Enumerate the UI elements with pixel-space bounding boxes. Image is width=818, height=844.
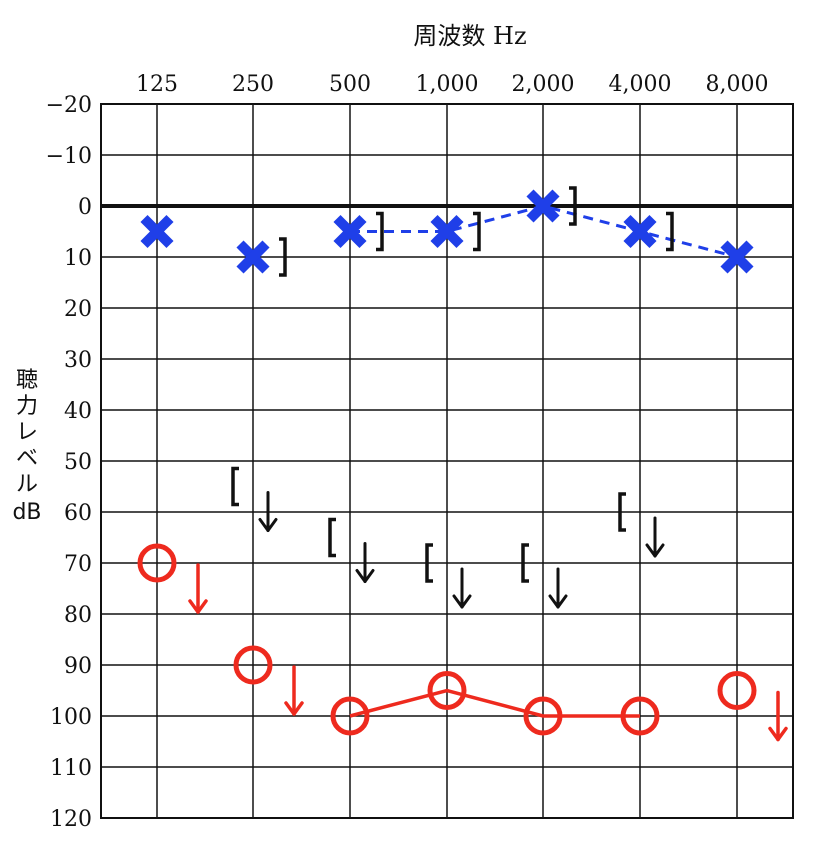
y-tick-label: 50 [64, 450, 92, 475]
y-tick-label: 40 [64, 399, 92, 424]
x-tick-label: 500 [329, 72, 371, 97]
y-tick-label: −10 [46, 144, 92, 169]
x-marker [140, 214, 174, 249]
series-o-line [349, 688, 640, 718]
y-tick-label: 70 [64, 552, 92, 577]
no-response-arrow [355, 542, 375, 583]
x-marker [720, 240, 754, 274]
y-tick-label: 60 [64, 501, 92, 526]
bracket-right-marker [376, 211, 384, 252]
no-response-arrow [258, 491, 278, 532]
x-tick-label: 250 [232, 72, 274, 97]
bracket-right-marker [279, 237, 287, 277]
x-marker [430, 214, 464, 249]
y-axis-unit: dB [12, 500, 42, 525]
no-response-arrow [645, 516, 665, 558]
y-tick-label: 10 [64, 246, 92, 271]
bracket-left-marker [328, 517, 336, 558]
x-marker [333, 214, 367, 249]
no-response-arrow [452, 567, 472, 609]
x-marker [526, 189, 560, 223]
o-marker [523, 696, 563, 736]
y-tick-label: 90 [64, 654, 92, 679]
x-marker [236, 240, 270, 274]
bracket-right-marker [473, 211, 481, 252]
y-axis-title: 聴力レベル dB [10, 368, 44, 526]
bracket-right-marker [569, 186, 577, 226]
y-tick-label: 120 [50, 807, 92, 832]
x-axis-title: 周波数 Hz [413, 22, 526, 50]
x-tick-label: 125 [136, 72, 178, 97]
y-axis-title-char: 力 [15, 394, 38, 419]
y-axis-title-char: ル [15, 472, 38, 497]
y-axis-title-text: 聴力レベル [10, 368, 44, 498]
y-tick-labels: −20 −10 0 10 20 30 40 50 60 70 80 90 100 110 120 [46, 93, 92, 832]
x-marker [623, 214, 657, 249]
no-response-arrow [188, 563, 208, 614]
y-tick-label: 0 [78, 195, 92, 220]
no-response-arrow [548, 567, 568, 609]
y-tick-label: 20 [64, 297, 92, 322]
x-tick-label: 2,000 [512, 72, 575, 97]
x-tick-label: 4,000 [609, 72, 672, 97]
bracket-left-marker [425, 543, 433, 583]
y-tick-label: −20 [46, 93, 92, 118]
o-marker [427, 671, 467, 710]
o-marker [620, 696, 660, 736]
y-tick-label: 110 [50, 756, 92, 781]
y-axis-title-char: レ [15, 420, 38, 445]
y-tick-label: 100 [50, 705, 92, 730]
y-tick-label: 80 [64, 603, 92, 628]
bracket-left-marker [618, 492, 626, 532]
x-tick-label: 8,000 [706, 72, 769, 97]
y-tick-label: 30 [64, 348, 92, 373]
x-tick-label: 1,000 [416, 72, 479, 97]
series-marks [137, 186, 788, 742]
o-marker [233, 645, 273, 685]
o-marker [717, 671, 757, 710]
no-response-arrow [768, 690, 788, 742]
no-response-arrow [284, 665, 304, 716]
o-marker [330, 696, 370, 736]
y-axis-title-char: ベ [15, 446, 38, 471]
o-marker [137, 543, 177, 583]
chart-grid [100, 103, 794, 819]
y-axis-title-char: 聴 [15, 368, 38, 393]
bracket-left-marker [521, 543, 529, 583]
bracket-left-marker [231, 466, 239, 507]
bracket-right-marker [666, 211, 674, 252]
x-tick-labels: 125 250 500 1,000 2,000 4,000 8,000 [136, 72, 768, 97]
